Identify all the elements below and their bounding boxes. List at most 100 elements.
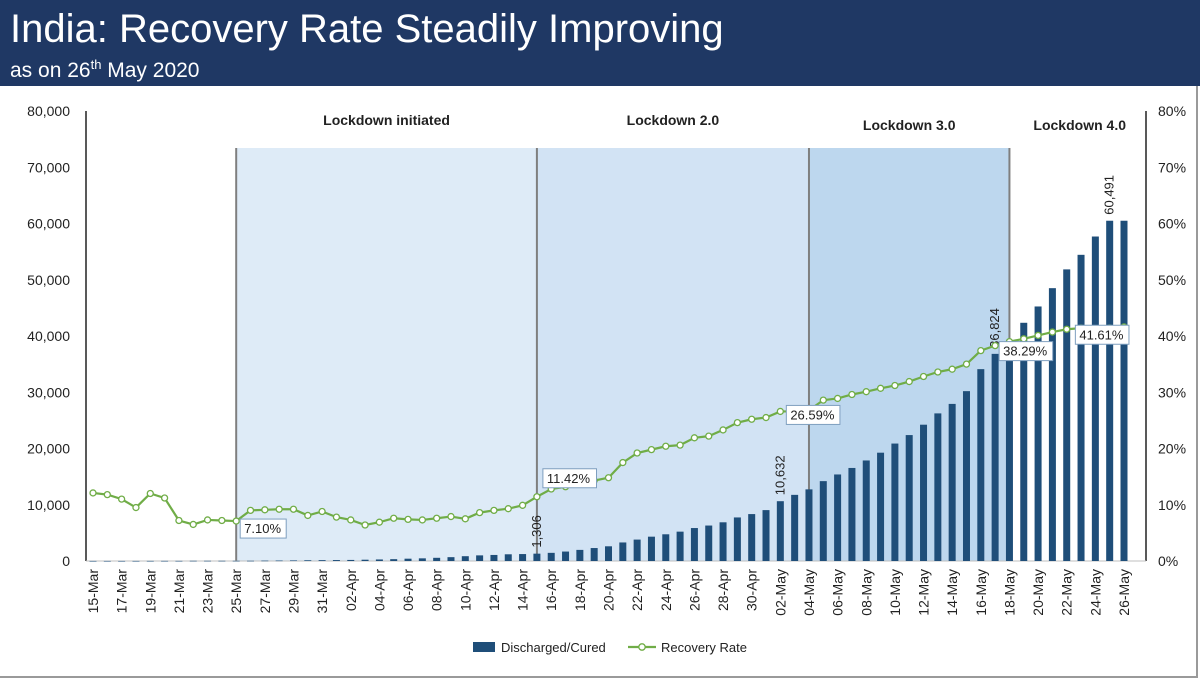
- bar-discharged: [877, 452, 885, 561]
- bar-discharged: [189, 560, 197, 562]
- recovery-point: [748, 415, 756, 423]
- subtitle-suffix: May 2020: [101, 59, 200, 82]
- recovery-point: [991, 341, 999, 350]
- recovery-point: [347, 516, 355, 524]
- recovery-point: [332, 513, 341, 521]
- x-tick-label: 16-May: [973, 569, 989, 616]
- x-tick-label: 20-May: [1030, 569, 1046, 616]
- recovery-point: [633, 449, 641, 457]
- x-tick-label: 26-Apr: [686, 569, 702, 611]
- bar-discharged: [547, 552, 555, 561]
- recovery-point: [189, 520, 197, 529]
- recovery-point: [518, 501, 527, 509]
- x-tick-label: 30-Apr: [744, 569, 760, 611]
- recovery-point: [891, 381, 899, 390]
- bar-discharged: [733, 517, 741, 561]
- x-tick-label: 10-May: [887, 569, 903, 616]
- recovery-point: [934, 368, 942, 376]
- bar-discharged: [146, 560, 154, 562]
- y-left-tick-label: 60,000: [27, 216, 70, 232]
- y-right-tick-label: 70%: [1158, 159, 1186, 175]
- recovery-point: [776, 407, 784, 416]
- recovery-point: [619, 458, 627, 467]
- bar-discharged: [232, 560, 240, 562]
- bar-discharged: [719, 522, 727, 561]
- bar-discharged: [1077, 254, 1085, 561]
- recovery-point: [848, 390, 856, 399]
- bar-data-label: 1,306: [529, 515, 544, 548]
- x-tick-label: 22-May: [1059, 569, 1075, 616]
- recovery-point: [733, 418, 742, 427]
- x-tick-label: 16-Apr: [543, 569, 559, 611]
- bar-discharged: [1020, 322, 1028, 561]
- x-tick-label: 20-Apr: [601, 569, 617, 611]
- recovery-point: [447, 512, 455, 521]
- recovery-point: [461, 515, 469, 523]
- rate-label-box: [1074, 324, 1130, 345]
- bar-discharged: [862, 460, 870, 561]
- x-tick-label: 06-Apr: [400, 569, 416, 611]
- y-right-tick-label: 80%: [1158, 103, 1186, 119]
- subtitle-sup: th: [90, 57, 102, 72]
- recovery-point: [1034, 331, 1042, 340]
- bar-discharged: [404, 558, 412, 561]
- x-tick-label: 06-May: [830, 569, 846, 616]
- recovery-point: [318, 507, 326, 516]
- rate-data-label: 26.59%: [790, 407, 835, 422]
- y-right-tick-label: 60%: [1158, 216, 1186, 232]
- recovery-point: [705, 432, 713, 440]
- recovery-point: [948, 365, 956, 373]
- x-tick-label: 04-Apr: [371, 569, 387, 611]
- x-tick-label: 12-Apr: [486, 569, 502, 611]
- y-left-tick-label: 10,000: [27, 497, 70, 513]
- x-tick-label: 31-Mar: [314, 569, 330, 614]
- recovery-point: [647, 445, 656, 454]
- x-tick-label: 15-Mar: [85, 569, 101, 614]
- x-tick-label: 12-May: [916, 569, 932, 616]
- bar-data-label: 36,824: [987, 308, 1002, 348]
- x-tick-label: 17-Mar: [114, 569, 130, 614]
- bar-discharged: [590, 548, 598, 561]
- bar-discharged: [1048, 288, 1056, 561]
- recovery-point: [905, 377, 913, 386]
- x-tick-label: 21-Mar: [171, 569, 187, 614]
- y-right-tick-label: 20%: [1158, 441, 1186, 457]
- y-right-tick-label: 30%: [1158, 384, 1186, 400]
- recovery-point: [261, 506, 269, 514]
- bar-discharged: [375, 559, 383, 561]
- bar-discharged: [118, 560, 126, 562]
- bar-discharged: [848, 467, 856, 561]
- recovery-point: [490, 506, 498, 515]
- x-tick-label: 28-Apr: [715, 569, 731, 611]
- bar-discharged: [218, 560, 226, 562]
- bar-discharged: [934, 413, 942, 561]
- bar-discharged: [962, 391, 970, 561]
- x-tick-label: 02-May: [772, 569, 788, 616]
- recovery-point: [919, 372, 928, 381]
- bar-discharged: [619, 542, 627, 561]
- bar-discharged: [347, 559, 355, 561]
- recovery-point: [719, 426, 727, 434]
- recovery-point: [475, 508, 484, 517]
- bar-discharged: [304, 560, 312, 561]
- bar-discharged: [834, 474, 842, 561]
- recovery-point: [690, 434, 699, 442]
- x-tick-label: 26-May: [1116, 569, 1132, 616]
- bar-discharged: [89, 560, 97, 562]
- bar-discharged: [175, 560, 183, 562]
- rate-label-box: [542, 468, 598, 489]
- recovery-point: [662, 442, 670, 450]
- recovery-point: [404, 515, 412, 524]
- recovery-point: [103, 490, 111, 499]
- recovery-point: [833, 394, 842, 403]
- recovery-point: [676, 441, 684, 449]
- recovery-point: [289, 505, 298, 513]
- rate-data-label: 38.29%: [1003, 344, 1048, 359]
- bar-discharged: [662, 534, 670, 561]
- bar-discharged: [1106, 220, 1114, 561]
- x-tick-label: 22-Apr: [629, 569, 645, 611]
- recovery-point: [218, 516, 226, 525]
- legend-line-label: Recovery Rate: [661, 640, 747, 655]
- bar-discharged: [1034, 306, 1042, 561]
- recovery-point: [132, 503, 140, 512]
